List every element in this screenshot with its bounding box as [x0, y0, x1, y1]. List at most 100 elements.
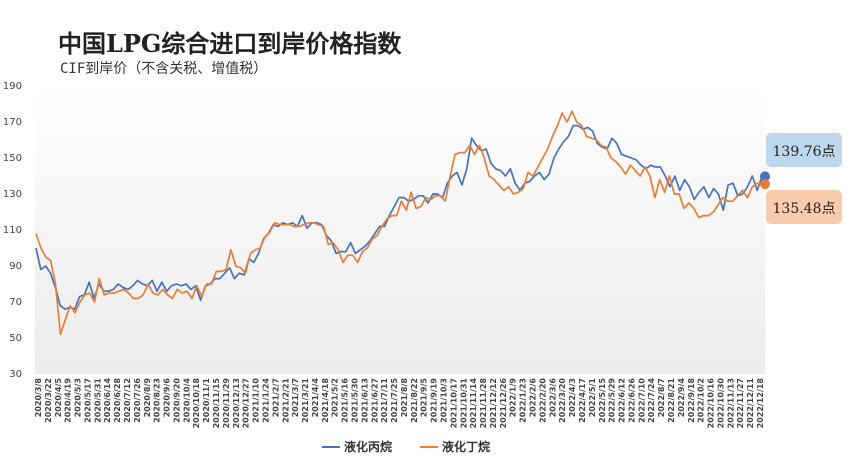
series-end-marker	[760, 171, 770, 182]
x-tick-label: 2020/8/23	[153, 378, 162, 423]
x-tick-label: 2022/3/20	[558, 378, 567, 423]
x-tick-label: 2022/9/4	[677, 378, 686, 418]
x-tick-label: 2022/3/6	[548, 378, 557, 418]
x-tick-label: 2020/6/28	[113, 378, 122, 423]
x-tick-label: 2020/6/14	[103, 378, 112, 423]
x-tick-label: 2022/4/17	[578, 378, 587, 423]
x-tick-label: 2021/12/26	[499, 378, 508, 429]
x-tick-label: 2021/7/11	[380, 378, 389, 423]
x-tick-label: 2020/7/12	[123, 378, 132, 423]
legend-label: 液化丁烷	[442, 439, 490, 454]
x-tick-label: 2020/11/15	[212, 378, 221, 429]
legend-label: 液化丙烷	[344, 439, 392, 454]
x-tick-label: 2022/10/2	[697, 378, 706, 423]
legend: 液化丙烷 液化丁烷	[322, 439, 490, 454]
x-tick-label: 2020/3/22	[44, 378, 53, 423]
y-tick-label: 150	[3, 153, 22, 164]
x-tick-label: 2021/8/22	[410, 378, 419, 423]
x-tick-label: 2022/5/29	[608, 378, 617, 423]
x-tick-label: 2020/12/27	[242, 378, 251, 428]
x-tick-label: 2020/12/13	[232, 378, 241, 428]
x-tick-label: 2022/5/1	[588, 378, 597, 418]
series-end-marker	[760, 179, 770, 190]
x-tick-label: 2021/10/17	[449, 378, 458, 428]
x-tick-label: 2022/7/10	[637, 378, 646, 423]
series-line-1	[35, 124, 763, 311]
x-tick-label: 2020/3/8	[34, 378, 43, 418]
x-tick-label: 2020/10/4	[182, 378, 191, 423]
x-tick-label: 2021/2/21	[281, 378, 290, 423]
x-tick-label: 2021/5/16	[341, 378, 350, 423]
x-tick-label: 2022/8/7	[657, 378, 666, 417]
x-tick-label: 2021/1/24	[261, 378, 270, 423]
series-line-2	[35, 110, 763, 336]
x-tick-label: 2021/5/2	[331, 378, 340, 417]
x-tick-label: 2022/12/18	[756, 378, 765, 429]
x-tick-label: 2021/3/21	[301, 378, 310, 423]
x-tick-label: 2022/9/18	[687, 378, 696, 423]
x-tick-label: 2021/1/10	[252, 378, 261, 423]
chart-subtitle: CIF到岸价（不含关税、增值税）	[60, 61, 268, 77]
x-tick-label: 2020/5/31	[93, 378, 102, 423]
x-tick-label: 2022/10/16	[707, 378, 716, 429]
y-tick-label: 170	[3, 117, 22, 128]
chart-title: 中国LPG综合进口到岸价格指数	[58, 29, 402, 58]
x-tick-label: 2020/7/26	[133, 378, 142, 423]
x-tick-label: 2021/11/14	[469, 378, 478, 429]
end-value-box	[766, 133, 842, 167]
x-tick-label: 2022/6/26	[627, 378, 636, 423]
x-tick-label: 2022/6/12	[618, 378, 627, 423]
y-tick-label: 90	[9, 261, 22, 272]
y-tick-label: 110	[3, 225, 22, 236]
x-tick-label: 2020/5/3	[74, 378, 83, 417]
y-tick-label: 30	[9, 369, 22, 380]
x-tick-label: 2020/11/29	[222, 378, 231, 429]
x-axis: 2020/3/8 2020/3/22 2020/4/5 2020/4/19 2020/5…	[34, 378, 765, 429]
x-tick-label: 2021/10/31	[459, 378, 468, 429]
y-tick-label: 50	[9, 333, 22, 344]
y-tick-label: 130	[3, 189, 22, 200]
x-tick-label: 2022/4/3	[568, 378, 577, 417]
x-tick-label: 2021/6/13	[360, 378, 369, 423]
x-tick-label: 2021/4/4	[311, 378, 320, 418]
x-tick-label: 2021/2/7	[271, 378, 280, 417]
end-value-label: 135.48点	[773, 201, 836, 217]
x-tick-label: 2020/8/9	[143, 378, 152, 418]
x-tick-label: 2020/4/5	[54, 378, 63, 418]
x-tick-label: 2022/1/9	[509, 378, 518, 418]
y-tick-label: 70	[9, 297, 22, 308]
x-tick-label: 2022/10/30	[716, 378, 725, 429]
x-tick-label: 2021/7/25	[390, 378, 399, 423]
x-tick-label: 2022/8/21	[667, 378, 676, 423]
x-tick-label: 2022/11/13	[726, 378, 735, 428]
x-tick-label: 2021/3/7	[291, 378, 300, 417]
x-tick-label: 2022/2/6	[529, 378, 538, 418]
x-tick-label: 2022/2/20	[538, 378, 547, 423]
x-tick-label: 2020/11/1	[202, 378, 211, 423]
series-layer	[35, 110, 763, 336]
end-value-callouts: 139.76点 135.48点	[760, 133, 842, 224]
x-tick-label: 2022/5/15	[598, 378, 607, 423]
x-tick-label: 2020/9/6	[163, 378, 172, 418]
y-axis: 30 50 70 90 110 130 150 170 190	[3, 81, 22, 380]
x-tick-label: 2020/4/19	[64, 378, 73, 423]
x-tick-label: 2021/10/3	[440, 378, 449, 423]
x-tick-label: 2021/9/19	[430, 378, 439, 423]
x-tick-label: 2022/12/11	[746, 378, 755, 429]
x-tick-label: 2021/11/28	[479, 378, 488, 429]
x-tick-label: 2022/1/23	[519, 378, 528, 423]
x-tick-label: 2021/4/18	[321, 378, 330, 423]
x-tick-label: 2021/8/8	[400, 378, 409, 418]
x-tick-label: 2022/7/24	[647, 378, 656, 423]
x-tick-label: 2020/10/18	[192, 378, 201, 429]
x-tick-label: 2021/5/30	[350, 378, 359, 423]
x-tick-label: 2020/9/20	[172, 378, 181, 423]
plot-area	[35, 86, 765, 374]
end-value-label: 139.76点	[773, 144, 836, 160]
x-tick-label: 2021/9/5	[420, 378, 429, 418]
y-tick-label: 190	[3, 81, 22, 92]
x-tick-label: 2021/12/12	[489, 378, 498, 428]
x-tick-label: 2021/6/27	[370, 378, 379, 423]
